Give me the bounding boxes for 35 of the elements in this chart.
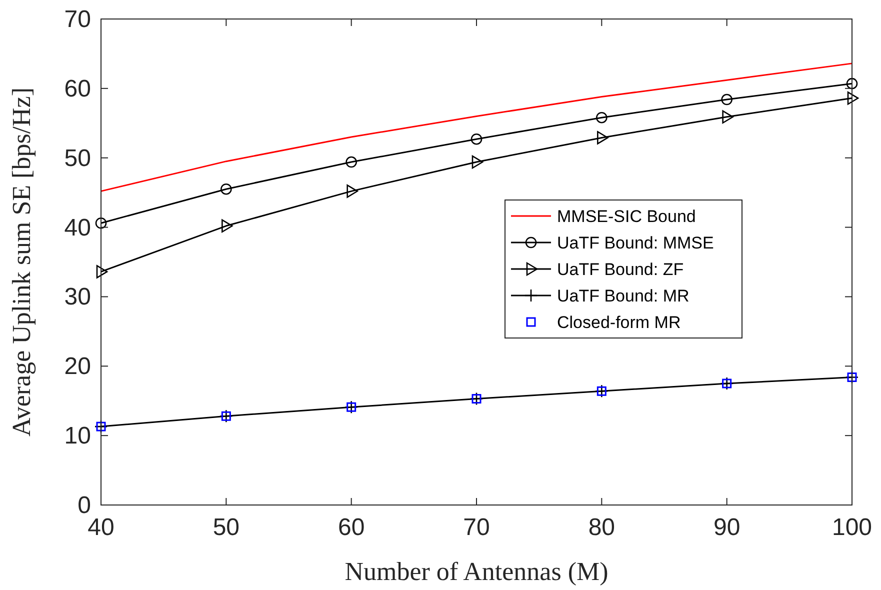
point [472, 155, 484, 169]
point [346, 184, 358, 198]
x-tick-label: 50 [212, 514, 240, 541]
point [721, 94, 732, 106]
x-tick-label: 60 [338, 514, 365, 541]
x-tick-label: 90 [713, 514, 740, 541]
point [96, 265, 108, 278]
point [470, 133, 482, 145]
point [95, 217, 107, 229]
point [220, 183, 232, 195]
y-tick-label: 40 [64, 214, 91, 242]
y-tick-label: 30 [64, 284, 91, 311]
legend-label: UaTF Bound: MR [557, 286, 690, 306]
point [346, 156, 357, 168]
point [597, 131, 608, 144]
x-tick-label: 70 [463, 514, 490, 541]
legend-label: UaTF Bound: MMSE [557, 234, 714, 252]
y-axis-title: Average Uplink sum SE [bps/Hz] [7, 87, 36, 437]
y-tick-label: 10 [64, 422, 91, 450]
legend-label: MMSE-SIC Bound [557, 207, 696, 226]
line-series [100, 62, 853, 192]
point [846, 78, 858, 90]
y-tick-label: 60 [64, 75, 91, 102]
y-tick-label: 20 [64, 353, 91, 380]
x-tick-label: 100 [832, 514, 872, 541]
legend-label: Closed-form MR [557, 313, 681, 332]
y-tick-label: 70 [64, 6, 91, 33]
x-tick-label: 80 [588, 514, 616, 541]
legend-label: UaTF Bound: ZF [557, 260, 684, 279]
point [847, 92, 859, 105]
x-axis-title: Number of Antennas (M) [344, 557, 608, 586]
y-tick-label: 50 [64, 144, 91, 172]
point [722, 110, 734, 124]
point [596, 112, 608, 124]
point [222, 219, 233, 233]
